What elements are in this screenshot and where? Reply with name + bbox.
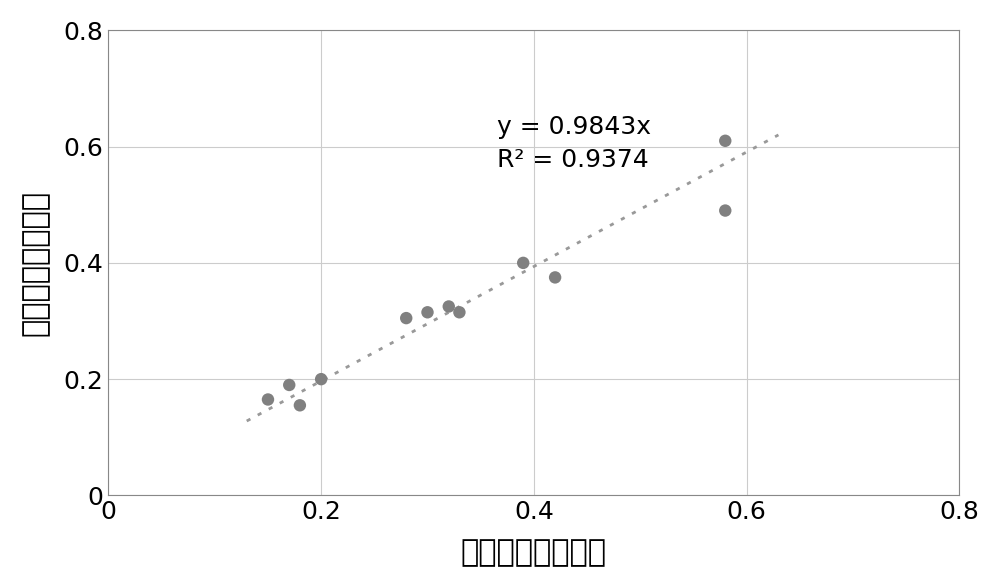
Text: y = 0.9843x
R² = 0.9374: y = 0.9843x R² = 0.9374 [497, 115, 651, 172]
Point [717, 136, 733, 145]
Point [451, 308, 467, 317]
Point [398, 313, 414, 323]
Point [260, 395, 276, 404]
Point [281, 380, 297, 390]
X-axis label: 实测防风效能参数: 实测防风效能参数 [461, 538, 607, 567]
Point [292, 400, 308, 410]
Point [515, 258, 531, 268]
Y-axis label: 预测防风效能参数: 预测防风效能参数 [21, 190, 50, 336]
Point [313, 375, 329, 384]
Point [547, 273, 563, 282]
Point [717, 206, 733, 215]
Point [419, 308, 435, 317]
Point [441, 302, 457, 311]
